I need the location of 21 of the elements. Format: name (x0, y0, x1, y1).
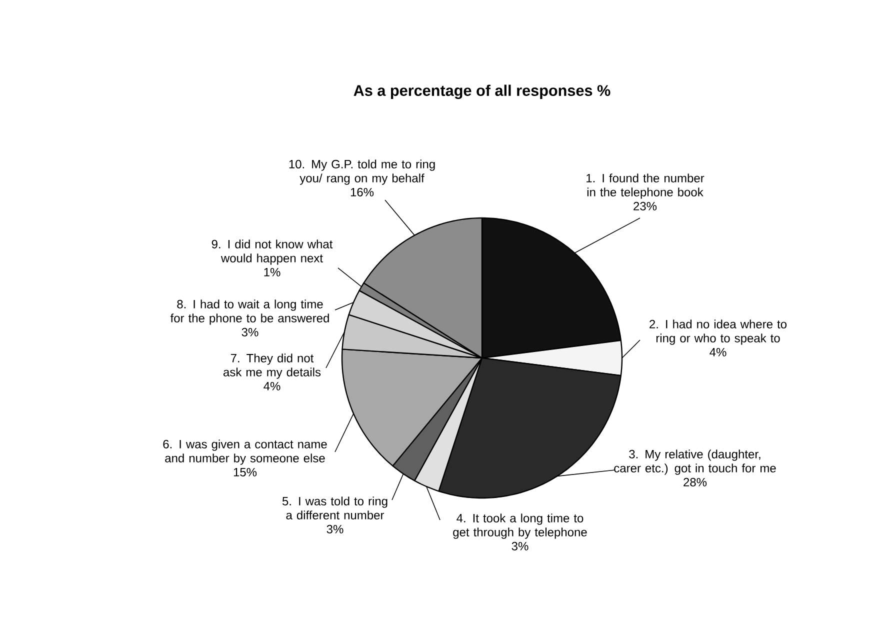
data-label: 3% (242, 328, 258, 336)
slice-label: 8. I had to wait a long time for the phone to be answered (170, 300, 329, 325)
chart-title: As a percentage of all responses % (354, 84, 610, 100)
data-label: 15% (234, 468, 257, 476)
slice-label: 9. I did not know what would happen next (212, 240, 333, 265)
data-label: 3% (326, 524, 344, 534)
data-label: 4% (710, 348, 726, 356)
data-label: 16% (350, 188, 374, 196)
slice-label: 1. I found the number in the telephone book (586, 174, 704, 199)
data-label: 28% (684, 478, 707, 486)
data-label: 1% (264, 268, 280, 276)
slice-label: 10. My G.P. told me to ring you/ rang on my behalf (289, 160, 435, 185)
slice-label: 7. They did not ask me my details (223, 354, 321, 379)
slice-label: 6. I was given a contact name and number by someone else (163, 440, 327, 465)
data-label: 4% (264, 382, 280, 390)
slice-label: 4. It took a long time to get through by telephone (453, 514, 587, 539)
data-label: 3% (512, 542, 528, 550)
slice-label: 5. I was told to ring a different number (282, 496, 388, 520)
slice-label: 2. I had no idea where to ring or who to speak to (650, 320, 787, 345)
slice-label: 3. My relative (daughter, carer etc.) got in touch for me (614, 450, 776, 475)
data-label: 23% (634, 202, 657, 210)
